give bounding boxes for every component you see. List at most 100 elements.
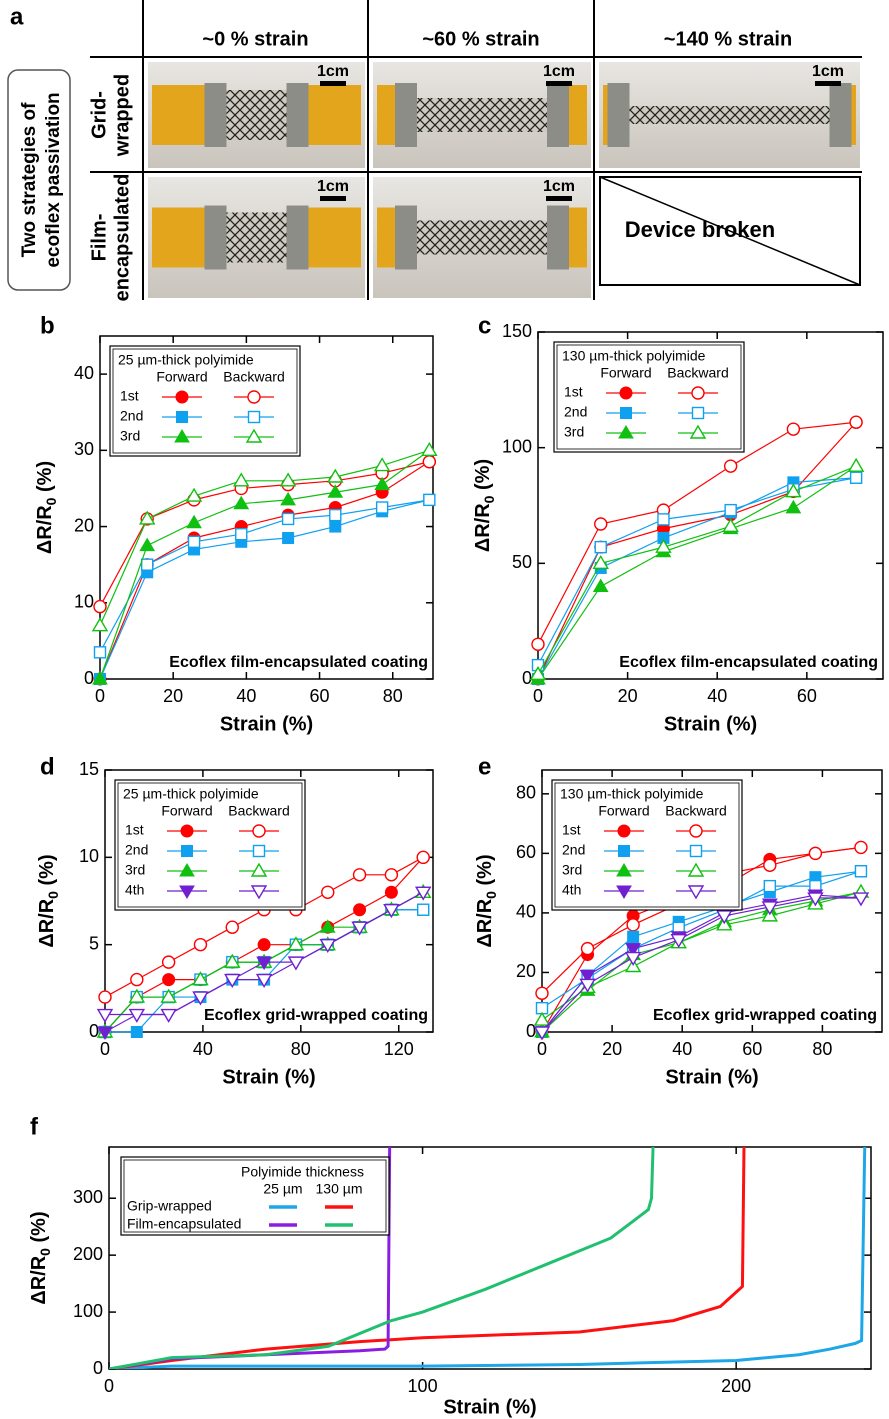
plot-frame — [541, 769, 883, 1033]
x-tick-label: 40 — [672, 1039, 692, 1059]
data-point — [670, 934, 687, 949]
panel-label: e — [478, 753, 491, 780]
data-point — [225, 920, 239, 934]
electrode — [395, 83, 417, 147]
y-axis-label-part: (%) — [474, 854, 496, 891]
data-point — [327, 484, 344, 498]
note: Device broken — [625, 217, 775, 242]
legend-column: Forward — [161, 803, 212, 819]
legend-title: 130 µm-thick polyimide — [560, 786, 704, 802]
y-tick-label: 10 — [74, 592, 94, 612]
diagonal — [599, 176, 861, 286]
photo — [373, 62, 591, 168]
data-point — [91, 617, 109, 632]
electrode — [829, 83, 852, 147]
series-line — [99, 499, 430, 680]
legend-label: 2nd — [125, 842, 148, 858]
legend-label: 2nd — [564, 404, 587, 420]
x-tick-label: 20 — [163, 686, 183, 706]
legend-marker — [618, 845, 630, 857]
legend-column: 25 µm — [263, 1181, 302, 1197]
legend-marker — [252, 844, 266, 858]
annotation: Ecoflex grid-wrapped coating — [204, 1007, 428, 1024]
data-point — [849, 415, 863, 429]
data-point — [375, 501, 389, 514]
series-line — [541, 870, 862, 1033]
legend-box — [109, 345, 301, 457]
data-point — [423, 493, 436, 507]
data-point — [807, 892, 824, 907]
data-point — [722, 517, 739, 533]
legend-label: 2nd — [562, 842, 585, 858]
y-tick-label: 50 — [512, 552, 532, 572]
y-tick-label: 0 — [84, 668, 94, 688]
row-label: Grid- — [88, 91, 110, 139]
x-tick-label: 80 — [812, 1039, 832, 1059]
scale-bar-label: 1cm — [543, 178, 575, 195]
data-point — [723, 459, 738, 473]
y-axis-label-part: ΔR/R — [34, 505, 56, 554]
scale-bar-label: 1cm — [812, 63, 844, 80]
x-tick-label: 0 — [104, 1376, 114, 1396]
legend-marker — [687, 885, 705, 900]
mesh — [226, 90, 287, 140]
data-point — [97, 1026, 113, 1040]
data-point — [374, 476, 391, 491]
y-tick-label: 10 — [79, 846, 99, 866]
legend-marker — [179, 885, 195, 899]
y-axis-label-part: 0 — [483, 891, 499, 899]
series-line — [541, 894, 862, 1033]
y-axis-label-part: 0 — [43, 497, 59, 505]
legend-column: Backward — [667, 365, 728, 381]
data-point — [192, 991, 209, 1006]
series-line — [109, 1147, 746, 1369]
data-point — [93, 599, 107, 614]
x-tick-label: 0 — [100, 1039, 110, 1059]
data-point — [160, 988, 177, 1003]
legend-box-inner — [112, 348, 298, 454]
electrode — [547, 83, 569, 147]
series-line — [99, 449, 430, 680]
x-tick-label: 40 — [236, 686, 256, 706]
x-tick-label: 40 — [707, 686, 727, 706]
legend-label: 3rd — [120, 428, 140, 444]
y-tick-label: 0 — [526, 1021, 536, 1041]
y-axis-label-part: (%) — [472, 459, 494, 496]
data-point — [235, 527, 248, 541]
data-point — [280, 491, 296, 506]
legend-column: Backward — [665, 803, 726, 819]
data-point — [531, 637, 545, 651]
y-tick-label: 30 — [74, 439, 94, 459]
column-header: ~60 % strain — [422, 28, 539, 50]
series-line — [541, 870, 862, 1009]
legend-column: Backward — [228, 803, 289, 819]
mesh — [417, 220, 547, 255]
y-tick-label: 20 — [516, 961, 536, 981]
mesh — [226, 212, 287, 263]
legend-label: 3rd — [564, 424, 584, 440]
annotation: Ecoflex grid-wrapped coating — [653, 1007, 877, 1024]
y-tick-label: 100 — [502, 436, 532, 456]
y-axis-label: ΔR/R0 (%) — [36, 854, 60, 947]
data-point — [384, 885, 398, 899]
series-line — [537, 465, 857, 675]
scale-bar — [546, 81, 572, 86]
series-line — [537, 465, 857, 680]
data-point — [529, 665, 547, 681]
data-point — [657, 513, 670, 526]
legend-marker — [252, 824, 266, 838]
scale-bar-label: 1cm — [543, 63, 575, 80]
data-point — [655, 538, 672, 553]
legend-box — [114, 779, 306, 911]
x-tick-label: 80 — [383, 686, 403, 706]
legend-marker — [179, 863, 195, 877]
legend-title: 25 µm-thick polyimide — [123, 786, 259, 802]
legend-marker — [247, 410, 261, 424]
data-point — [185, 487, 203, 502]
data-point — [352, 868, 367, 882]
electrode — [286, 83, 309, 147]
photo — [599, 62, 860, 168]
data-point — [161, 955, 176, 969]
scale-bar — [320, 196, 346, 201]
side-label-box — [7, 69, 71, 291]
